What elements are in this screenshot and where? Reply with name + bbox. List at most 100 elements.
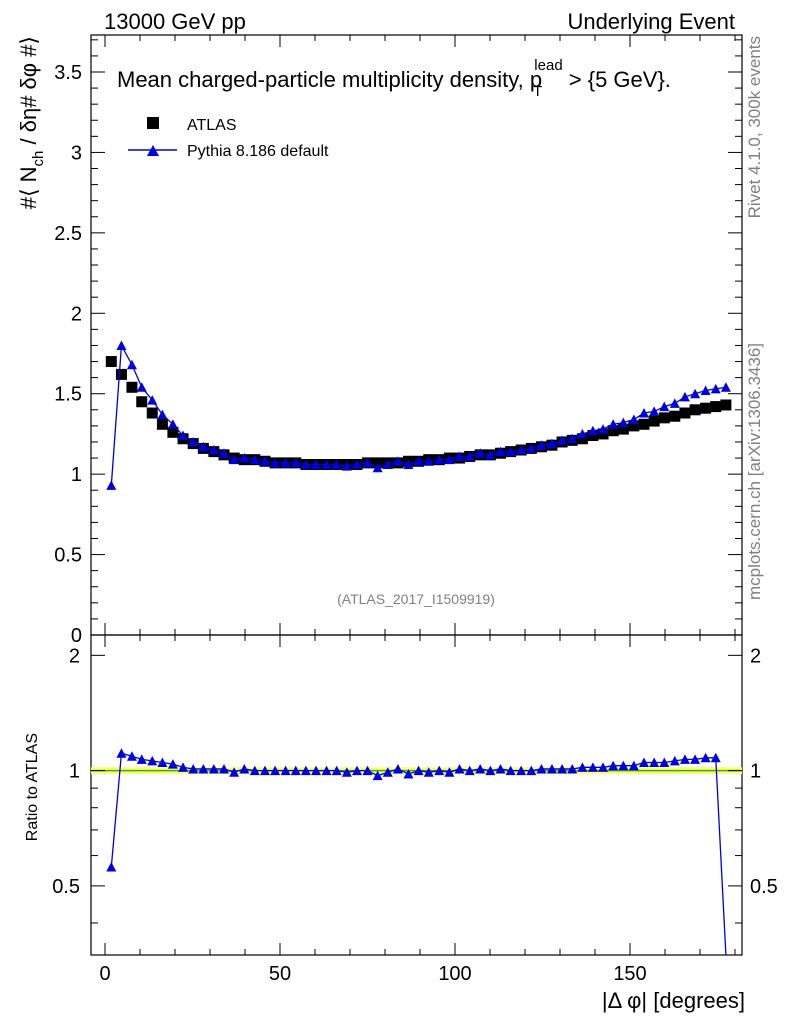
pythia-point xyxy=(249,454,260,465)
header-right: Underlying Event xyxy=(567,9,735,34)
pythia-point xyxy=(382,459,393,469)
ratio-y-tick-label: 1 xyxy=(69,761,80,783)
ratio-point xyxy=(516,765,527,776)
ratio-point xyxy=(505,765,516,776)
atlas-point xyxy=(628,420,640,432)
ratio-line xyxy=(110,752,727,956)
ratio-point xyxy=(239,763,250,774)
pythia-point xyxy=(505,446,516,457)
ratio-point xyxy=(649,757,660,767)
y-tick-label: 1.5 xyxy=(54,384,82,406)
atlas-point xyxy=(105,356,117,368)
pythia-point xyxy=(598,424,609,434)
ratio-point xyxy=(229,767,240,777)
pythia-point xyxy=(157,409,168,420)
ratio-point xyxy=(157,757,168,767)
ratio-point xyxy=(372,770,383,781)
atlas-point xyxy=(669,410,681,422)
pythia-point xyxy=(587,425,598,436)
ratio-point xyxy=(413,765,424,776)
ratio-point xyxy=(290,765,301,776)
ratio-point xyxy=(608,760,619,771)
pythia-point xyxy=(341,461,352,471)
ratio-point xyxy=(526,765,537,776)
x-tick-label: 50 xyxy=(269,963,291,985)
chart-title: Mean charged-particle multiplicity densi… xyxy=(117,57,671,100)
atlas-point xyxy=(576,433,588,445)
ratio-point xyxy=(403,768,414,779)
ratio-point xyxy=(628,760,639,771)
pythia-point xyxy=(444,454,455,465)
atlas-point xyxy=(658,412,670,424)
pythia-point xyxy=(700,385,711,395)
ratio-point xyxy=(198,763,209,774)
pythia-point xyxy=(720,382,731,392)
y-tick-label: 2 xyxy=(71,303,82,325)
atlas-point xyxy=(146,407,158,419)
ratio-point xyxy=(495,763,506,774)
ratio-point xyxy=(188,763,199,774)
ratio-point xyxy=(219,763,229,774)
ratio-point xyxy=(392,763,403,774)
ratio-y-tick-label-right: 1 xyxy=(750,761,761,783)
ratio-point xyxy=(362,765,373,776)
analysis-watermark: (ATLAS_2017_I1509919) xyxy=(337,591,495,607)
atlas-point xyxy=(689,404,701,416)
ratio-point xyxy=(116,748,127,758)
atlas-point xyxy=(720,399,732,411)
pythia-point xyxy=(208,445,219,455)
ratio-point xyxy=(270,765,281,776)
pythia-point xyxy=(167,419,178,429)
ratio-point xyxy=(679,754,690,764)
rivet-label: Rivet 4.1.0, 300k events xyxy=(745,36,764,218)
pythia-point xyxy=(311,459,322,469)
pythia-point xyxy=(188,436,199,447)
atlas-point xyxy=(167,426,179,438)
y-tick-label: 0.5 xyxy=(54,545,82,567)
pythia-point xyxy=(229,454,240,465)
atlas-point xyxy=(597,428,609,440)
legend: ATLAS Pythia 8.186 default xyxy=(128,117,329,160)
pythia-point xyxy=(106,480,117,490)
atlas-point xyxy=(638,418,650,430)
ratio-point xyxy=(444,767,455,777)
pythia-point xyxy=(239,453,250,463)
ratio-point xyxy=(434,765,445,776)
pythia-point xyxy=(475,448,486,458)
pythia-point xyxy=(290,457,301,468)
pythia-point xyxy=(136,382,147,392)
pythia-point xyxy=(516,445,527,455)
pythia-point xyxy=(536,440,547,450)
pythia-point xyxy=(546,438,557,449)
ratio-point xyxy=(126,751,137,761)
ratio-point xyxy=(331,765,342,776)
y-tick-label: 1 xyxy=(71,464,82,486)
ratio-point xyxy=(598,762,609,772)
ratio-y-tick-label: 2 xyxy=(69,645,80,667)
legend-atlas-marker xyxy=(147,117,159,129)
ratio-point xyxy=(546,763,557,774)
atlas-point xyxy=(607,425,619,437)
ratio-point xyxy=(577,762,588,772)
ratio-point xyxy=(454,763,465,774)
pythia-point xyxy=(679,391,690,402)
pythia-point xyxy=(577,428,588,439)
ratio-point xyxy=(311,765,322,776)
legend-pythia-label: Pythia 8.186 default xyxy=(187,143,329,160)
pythia-point xyxy=(495,446,506,457)
atlas-point xyxy=(136,396,148,408)
ratio-point xyxy=(259,765,270,776)
ratio-y-tick-label-right: 2 xyxy=(750,645,761,667)
ratio-point xyxy=(669,755,680,766)
ratio-point xyxy=(536,763,547,774)
pythia-point xyxy=(372,462,383,473)
atlas-point xyxy=(126,381,138,393)
legend-atlas-label: ATLAS xyxy=(187,117,237,134)
pythia-point xyxy=(321,459,332,469)
ratio-point xyxy=(618,760,629,771)
atlas-point xyxy=(617,423,629,435)
ratio-point xyxy=(587,762,598,772)
atlas-point xyxy=(587,430,599,442)
header-left: 13000 GeV pp xyxy=(104,9,246,34)
x-tick-label: 0 xyxy=(99,963,110,985)
